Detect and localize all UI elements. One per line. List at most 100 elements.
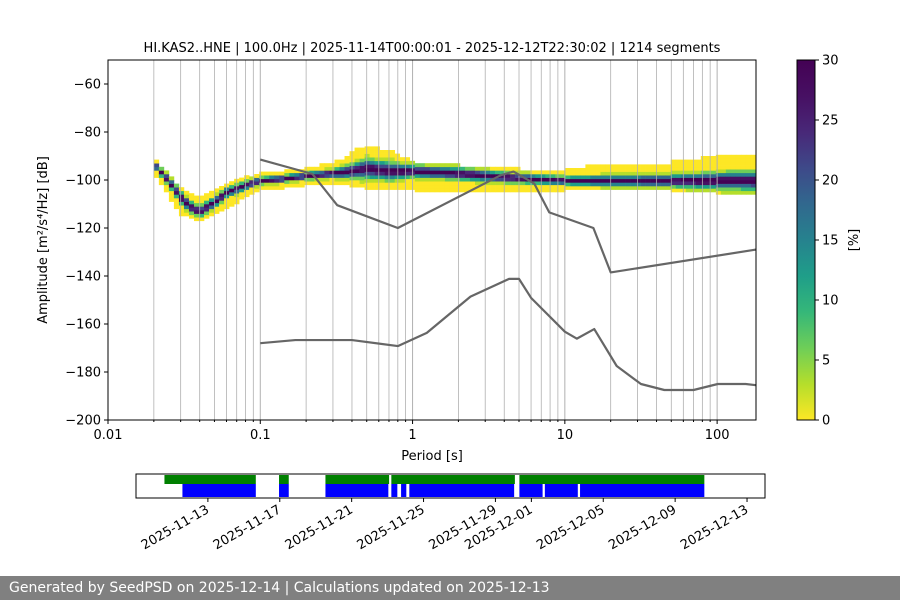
heatmap-cell <box>730 169 737 174</box>
heatmap-cell <box>188 193 195 198</box>
heatmap-cell <box>550 181 556 186</box>
heatmap-cell <box>550 177 556 182</box>
heatmap-cell <box>585 175 591 180</box>
timeline-span-blue <box>279 484 289 497</box>
heatmap-cell <box>239 192 245 196</box>
footer-bar: Generated by SeedPSD on 2025-12-14 | Cal… <box>0 576 900 600</box>
heatmap-cell <box>173 183 180 188</box>
y-tick-label: −200 <box>65 414 101 429</box>
heatmap-cell <box>700 177 707 182</box>
heatmap-cell <box>389 157 396 162</box>
heatmap-cell <box>193 217 200 222</box>
heatmap-cell <box>394 171 401 176</box>
heatmap-cell <box>173 201 180 206</box>
heatmap-cell <box>329 177 335 182</box>
heatmap-cell <box>590 178 596 183</box>
heatmap-cell <box>580 175 586 180</box>
heatmap-cell <box>515 166 521 171</box>
heatmap-cell <box>720 176 727 181</box>
timeline-tick-label: 2025-11-13 <box>139 502 212 553</box>
heatmap-cell <box>374 168 380 172</box>
heatmap-cell <box>595 164 601 169</box>
heatmap-cell <box>725 154 732 159</box>
heatmap-cell <box>645 171 651 176</box>
heatmap-cell <box>520 188 526 193</box>
heatmap-cell <box>324 181 330 186</box>
heatmap-cell <box>334 159 340 164</box>
heatmap-cell <box>620 175 626 180</box>
heatmap-cell <box>480 184 486 189</box>
heatmap-cell <box>314 174 320 178</box>
heatmap-cell <box>274 182 280 187</box>
heatmap-cell <box>178 198 185 202</box>
heatmap-cell <box>490 181 496 186</box>
colorbar-tick-label: 15 <box>822 234 839 249</box>
heatmap-cell <box>590 175 596 180</box>
heatmap-cell <box>324 174 330 178</box>
heatmap-cell <box>650 182 656 187</box>
heatmap-cell <box>480 170 486 175</box>
heatmap-cell <box>625 168 631 172</box>
heatmap-cell <box>359 147 365 152</box>
heatmap-cell <box>735 162 742 166</box>
heatmap-cell <box>384 171 390 176</box>
heatmap-cell <box>640 178 646 183</box>
heatmap-cell <box>575 182 581 187</box>
heatmap-cell <box>404 164 411 169</box>
heatmap-cell <box>590 164 596 169</box>
heatmap-cell <box>369 178 375 183</box>
colorbar-gradient <box>796 59 816 421</box>
heatmap-cell <box>720 165 727 170</box>
heatmap-cell <box>735 172 742 177</box>
heatmap-cell <box>655 168 661 172</box>
heatmap-cell <box>705 174 712 178</box>
heatmap-cell <box>299 183 305 188</box>
heatmap-cell <box>625 164 631 169</box>
heatmap-cell <box>670 166 677 171</box>
heatmap-cell <box>570 168 576 172</box>
heatmap-cell <box>665 175 671 180</box>
heatmap-cell <box>153 159 160 164</box>
heatmap-cell <box>720 183 727 188</box>
heatmap-cell <box>309 166 315 171</box>
heatmap-cell <box>209 198 215 202</box>
heatmap-cell <box>595 178 601 183</box>
heatmap-cell <box>490 170 496 175</box>
heatmap-cell <box>640 164 646 169</box>
heatmap-cell <box>675 181 682 186</box>
heatmap-cell <box>259 182 265 187</box>
heatmap-cell <box>254 174 260 178</box>
heatmap-cell <box>695 159 702 164</box>
heatmap-cell <box>700 181 707 186</box>
heatmap-cell <box>730 158 737 163</box>
heatmap-cell <box>550 174 556 178</box>
heatmap-cell <box>384 175 390 180</box>
heatmap-cell <box>424 188 431 193</box>
heatmap-cell <box>630 175 636 180</box>
heatmap-cell <box>183 198 190 202</box>
heatmap-cell <box>570 171 576 176</box>
heatmap-cell <box>675 188 682 193</box>
heatmap-cell <box>545 174 551 178</box>
heatmap-cell <box>495 166 501 171</box>
heatmap-cell <box>204 207 210 212</box>
timeline-span-green <box>164 475 256 484</box>
heatmap-cell <box>264 178 270 183</box>
heatmap-cell <box>249 180 255 184</box>
heatmap-cell <box>625 171 631 176</box>
heatmap-cell <box>199 199 205 204</box>
heatmap-cell <box>414 188 421 193</box>
heatmap-cell <box>605 171 611 176</box>
heatmap-cell <box>490 188 496 193</box>
heatmap-cell <box>735 169 742 174</box>
heatmap-cell <box>364 182 370 187</box>
heatmap-cell <box>700 156 707 160</box>
heatmap-cell <box>720 154 727 159</box>
heatmap-cell <box>505 181 511 186</box>
heatmap-cell <box>740 176 747 181</box>
heatmap-cell <box>620 182 626 187</box>
heatmap-cell <box>495 170 501 175</box>
heatmap-cell <box>178 194 185 199</box>
heatmap-cell <box>359 172 365 177</box>
heatmap-cell <box>585 182 591 187</box>
